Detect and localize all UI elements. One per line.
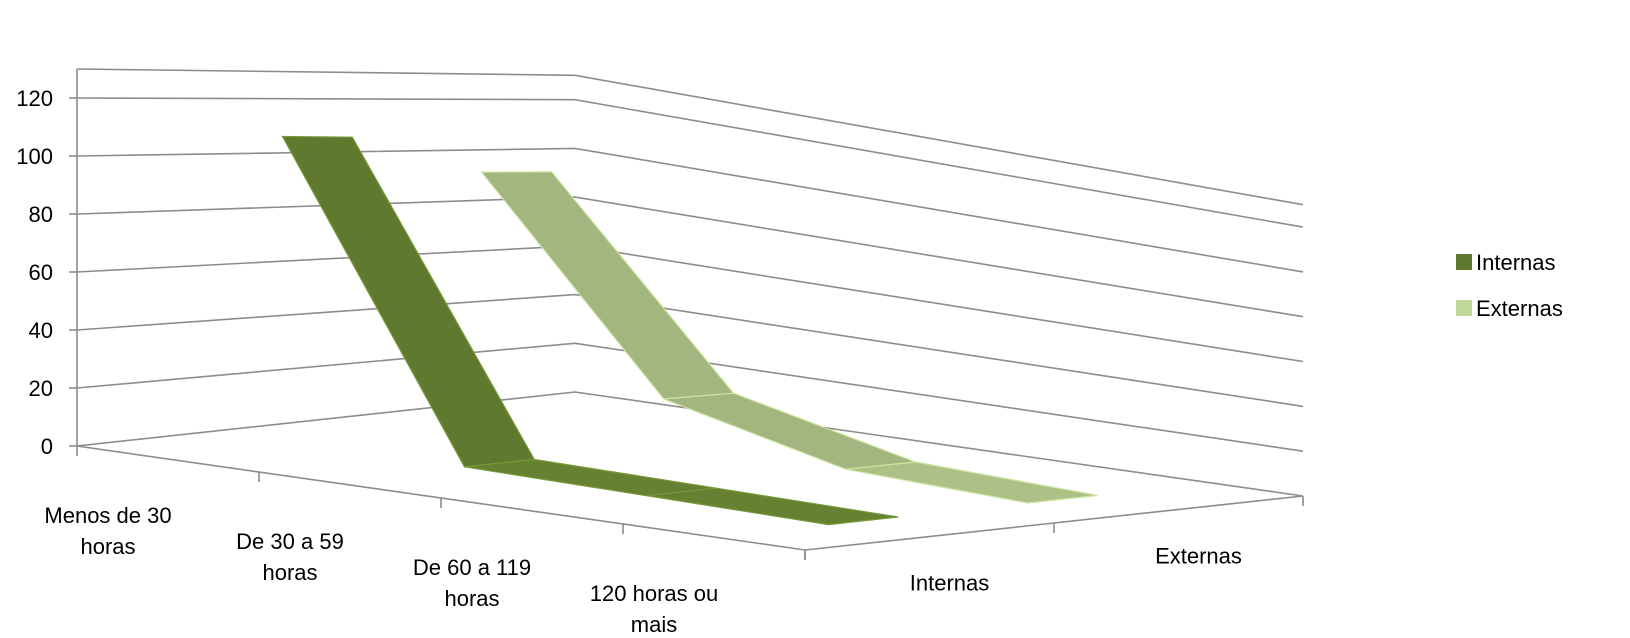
x-category-label: Menos de 30 horas <box>44 503 171 559</box>
series-layer <box>281 135 1098 526</box>
y-axis: 0 20 40 60 80 100 120 <box>16 69 78 459</box>
legend-item-externas: Externas <box>1456 296 1563 321</box>
y-tick-label: 120 <box>16 86 53 111</box>
gridline-100 <box>76 147 1304 273</box>
legend-swatch <box>1456 300 1472 316</box>
ribbon-segment <box>646 487 899 526</box>
series-internas <box>281 135 899 526</box>
legend-swatch <box>1456 254 1472 270</box>
depth-axis: Internas Externas <box>804 496 1304 596</box>
ribbon-segment <box>845 461 1098 504</box>
ribbon-segment <box>480 171 735 400</box>
x-category-label: De 30 a 59 horas <box>236 529 344 585</box>
y-tick-label: 20 <box>29 376 53 401</box>
legend-label: Externas <box>1476 296 1563 321</box>
gridline-0 <box>76 391 1304 497</box>
ribbon-segment <box>464 458 717 497</box>
y-tick-label: 80 <box>29 202 53 227</box>
x-category-label: 120 horas ou mais <box>590 581 718 637</box>
legend-item-internas: Internas <box>1456 250 1556 275</box>
gridline-20 <box>76 342 1304 452</box>
legend: Internas Externas <box>1456 250 1563 321</box>
gridline-80 <box>76 196 1304 318</box>
legend-label: Internas <box>1476 250 1556 275</box>
chart-walls <box>76 68 1304 497</box>
z-category-label: Externas <box>1155 544 1242 569</box>
series-externas <box>480 171 1098 504</box>
ribbon-segment <box>663 392 916 470</box>
gridline-120 <box>76 97 1304 228</box>
x-category-label: De 60 a 119 horas <box>413 555 531 611</box>
x-axis: Menos de 30 horas De 30 a 59 horas De 60 a 1… <box>44 446 806 637</box>
gridline-40 <box>76 293 1304 408</box>
z-category-label: Internas <box>910 571 990 596</box>
y-tick-label: 40 <box>29 318 53 343</box>
wall-top-edge <box>76 68 1304 206</box>
y-tick-label: 0 <box>41 434 53 459</box>
y-tick-label: 100 <box>16 144 53 169</box>
y-tick-label: 60 <box>29 260 53 285</box>
